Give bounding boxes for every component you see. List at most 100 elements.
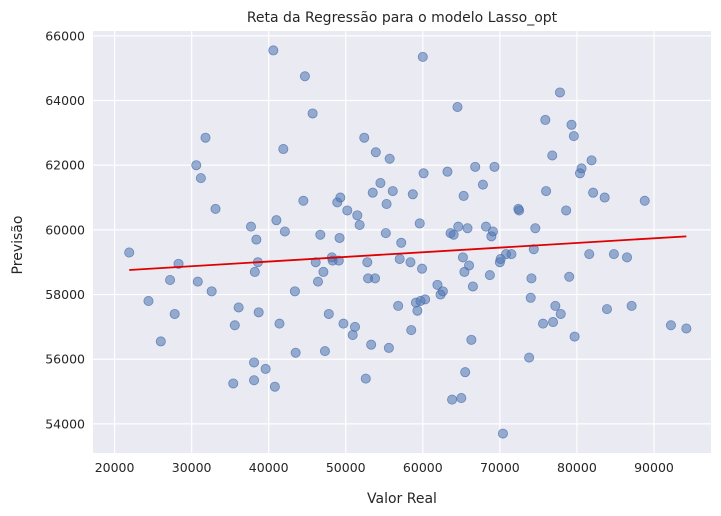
data-point bbox=[414, 218, 425, 229]
data-point bbox=[412, 305, 423, 316]
data-point bbox=[497, 428, 508, 439]
data-point bbox=[457, 252, 468, 263]
data-point bbox=[432, 279, 443, 290]
data-point bbox=[599, 192, 610, 203]
data-point bbox=[274, 318, 285, 329]
data-point bbox=[554, 87, 565, 98]
grid-lines bbox=[93, 31, 711, 453]
data-point bbox=[233, 302, 244, 313]
data-point bbox=[396, 237, 407, 248]
data-point bbox=[566, 119, 577, 130]
data-point bbox=[313, 276, 324, 287]
data-point bbox=[526, 273, 537, 284]
data-point bbox=[323, 308, 334, 319]
data-point bbox=[352, 210, 363, 221]
data-point bbox=[298, 195, 309, 206]
data-point bbox=[514, 205, 525, 216]
data-point bbox=[155, 336, 166, 347]
data-point bbox=[584, 249, 595, 260]
data-point bbox=[480, 221, 491, 232]
data-point bbox=[393, 300, 404, 311]
data-point bbox=[269, 381, 280, 392]
x-tick-label: 70000 bbox=[480, 460, 520, 475]
data-point bbox=[249, 357, 260, 368]
data-point bbox=[417, 263, 428, 274]
data-point bbox=[342, 205, 353, 216]
data-point bbox=[195, 173, 206, 184]
data-point bbox=[420, 294, 431, 305]
data-point bbox=[442, 166, 453, 177]
data-point bbox=[555, 308, 566, 319]
data-point bbox=[586, 155, 597, 166]
data-point bbox=[550, 300, 561, 311]
data-point bbox=[367, 187, 378, 198]
x-tick-label: 90000 bbox=[634, 460, 674, 475]
data-point bbox=[466, 334, 477, 345]
data-point bbox=[561, 205, 572, 216]
data-point bbox=[487, 226, 498, 237]
data-point bbox=[318, 266, 329, 277]
data-point bbox=[456, 393, 467, 404]
data-point bbox=[524, 352, 535, 363]
data-point bbox=[335, 192, 346, 203]
data-point bbox=[608, 249, 619, 260]
data-point bbox=[576, 163, 587, 174]
data-point bbox=[548, 317, 559, 328]
data-point bbox=[338, 318, 349, 329]
data-point bbox=[418, 168, 429, 179]
data-point bbox=[249, 266, 260, 277]
data-point bbox=[370, 273, 381, 284]
data-point bbox=[681, 323, 692, 334]
tick-labels: 20000 30000 40000 50000 60000 70000 80000 90000… bbox=[45, 28, 674, 475]
data-point bbox=[506, 249, 517, 260]
chart-title: Reta da Regressão para o modelo Lasso_op… bbox=[247, 10, 558, 26]
data-point bbox=[639, 195, 650, 206]
data-point bbox=[349, 321, 360, 332]
data-point bbox=[260, 363, 271, 374]
data-point bbox=[525, 292, 536, 303]
data-point bbox=[268, 45, 279, 56]
data-point bbox=[228, 378, 239, 389]
data-point bbox=[200, 132, 211, 143]
data-point bbox=[375, 177, 386, 188]
data-point bbox=[406, 325, 417, 336]
data-point bbox=[362, 257, 373, 268]
data-point bbox=[477, 179, 488, 190]
scatter-points bbox=[124, 45, 692, 439]
data-point bbox=[447, 394, 458, 405]
data-point bbox=[460, 367, 471, 378]
data-point bbox=[124, 247, 135, 258]
y-tick-label: 58000 bbox=[45, 287, 85, 302]
data-point bbox=[165, 274, 176, 285]
x-tick-label: 20000 bbox=[95, 460, 135, 475]
data-point bbox=[278, 144, 289, 155]
x-tick-label: 80000 bbox=[557, 460, 597, 475]
data-point bbox=[253, 307, 264, 318]
data-point bbox=[665, 320, 676, 331]
data-point bbox=[380, 228, 391, 239]
x-axis-label: Valor Real bbox=[367, 491, 437, 507]
y-tick-label: 66000 bbox=[45, 28, 85, 43]
data-point bbox=[191, 160, 202, 171]
data-point bbox=[453, 221, 464, 232]
y-tick-label: 64000 bbox=[45, 93, 85, 108]
y-tick-label: 56000 bbox=[45, 352, 85, 367]
data-point bbox=[541, 186, 552, 197]
data-point bbox=[366, 339, 377, 350]
data-point bbox=[249, 375, 260, 386]
data-point bbox=[271, 215, 282, 226]
regression-line-layer bbox=[129, 235, 687, 271]
data-point bbox=[394, 253, 405, 264]
data-point bbox=[568, 131, 579, 142]
data-point bbox=[448, 229, 459, 240]
data-point bbox=[290, 347, 301, 358]
y-tick-label: 54000 bbox=[45, 416, 85, 431]
data-point bbox=[417, 51, 428, 62]
data-point bbox=[452, 101, 463, 112]
data-point bbox=[437, 286, 448, 297]
data-point bbox=[359, 132, 370, 143]
data-point bbox=[588, 187, 599, 198]
data-point bbox=[622, 252, 633, 263]
data-point bbox=[547, 150, 558, 161]
